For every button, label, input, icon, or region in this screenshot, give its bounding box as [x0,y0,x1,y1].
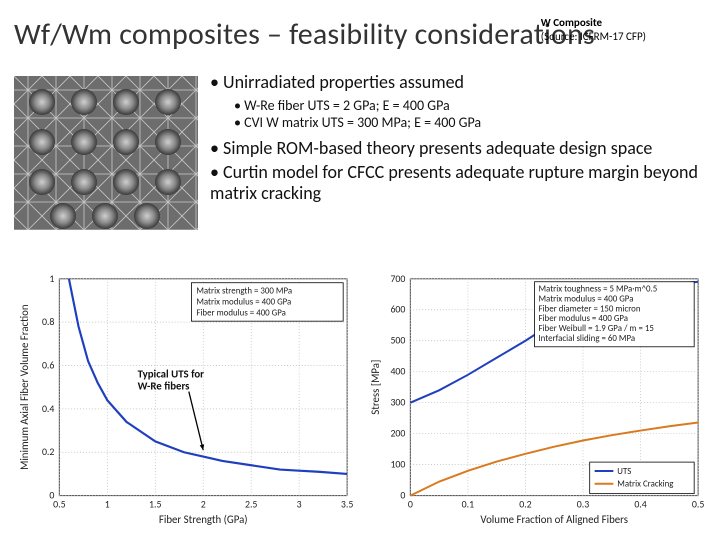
chart-right: 0 0.1 0.2 0.3 0.4 0.5 0 100 200 300 400 500 600 700 Vo… [365,268,706,534]
svg-text:0: 0 [49,490,54,502]
svg-text:2: 2 [201,498,206,510]
bullet-1b: CVI W matrix UTS = 300 MPa; E = 400 GPa [234,114,706,132]
svg-text:Matrix modulus = 400 GPa: Matrix modulus = 400 GPa [538,294,633,304]
svg-text:Minimum Axial Fiber Volume Fra: Minimum Axial Fiber Volume Fraction [18,304,31,470]
svg-text:0.8: 0.8 [42,316,54,328]
svg-text:0.2: 0.2 [42,446,54,458]
svg-text:3.5: 3.5 [341,498,353,510]
svg-text:600: 600 [390,304,405,316]
bullet-1a: W-Re fiber UTS = 2 GPa; E = 400 GPa [234,97,706,115]
svg-text:Stress [MPa]: Stress [MPa] [369,360,382,415]
svg-text:W-Re fibers: W-Re fibers [138,380,191,393]
svg-text:400: 400 [390,366,405,378]
svg-text:Interfacial sliding = 60 MPa: Interfacial sliding = 60 MPa [538,334,635,344]
svg-text:0.5: 0.5 [692,498,704,510]
svg-text:0.4: 0.4 [634,498,646,510]
svg-text:Matrix strength = 300 MPa: Matrix strength = 300 MPa [196,287,292,297]
svg-text:0: 0 [408,498,413,510]
chart-left: 0.5 1 1.5 2 2.5 3 3.5 0 0.2 0.4 0.6 0.8 1 Fiber Stren… [14,268,355,534]
title-sub-bold: W Composite [541,16,646,30]
svg-text:1: 1 [105,498,110,510]
svg-text:100: 100 [390,459,405,471]
bullet-1: Unirradiated properties assumed [210,72,706,93]
svg-text:0.5: 0.5 [53,498,65,510]
bullets-block: Unirradiated properties assumed W-Re fib… [210,72,706,208]
bullet-2: Simple ROM-based theory presents adequat… [210,138,706,159]
svg-text:3: 3 [297,498,302,510]
svg-text:0.4: 0.4 [42,403,54,415]
svg-text:300: 300 [390,397,405,409]
svg-text:Fiber Strength (GPa): Fiber Strength (GPa) [159,513,248,526]
svg-text:Fiber modulus = 400 GPa: Fiber modulus = 400 GPa [538,314,628,324]
svg-text:1: 1 [49,273,54,285]
svg-text:Matrix toughness = 5 MPa·m^0.5: Matrix toughness = 5 MPa·m^0.5 [538,285,657,295]
svg-text:UTS: UTS [617,467,631,477]
bullet-3: Curtin model for CFCC presents adequate … [210,162,706,203]
title-subscript: W Composite (Source: ICFRM-17 CFP) [541,16,646,44]
title-sub-src: (Source: ICFRM-17 CFP) [541,30,646,44]
svg-text:0: 0 [400,490,405,502]
svg-text:Volume Fraction of Aligned Fib: Volume Fraction of Aligned Fibers [480,513,628,526]
micrograph-image [14,76,198,230]
svg-text:Matrix Cracking: Matrix Cracking [617,480,674,490]
svg-text:1.5: 1.5 [149,498,161,510]
svg-text:2.5: 2.5 [245,498,257,510]
svg-text:0.6: 0.6 [42,359,54,371]
svg-text:0.3: 0.3 [577,498,589,510]
svg-text:200: 200 [390,428,405,440]
svg-text:Matrix modulus = 400 GPa: Matrix modulus = 400 GPa [196,297,291,307]
svg-text:700: 700 [390,273,405,285]
svg-text:500: 500 [390,335,405,347]
svg-text:Fiber Weibull = 1.9 GPa / m =: Fiber Weibull = 1.9 GPa / m = 15 [538,324,653,334]
svg-text:Fiber diameter = 150 micron: Fiber diameter = 150 micron [538,304,640,314]
svg-text:0.1: 0.1 [462,498,474,510]
svg-text:Fiber modulus = 400 GPa: Fiber modulus = 400 GPa [196,308,286,318]
svg-text:0.2: 0.2 [519,498,531,510]
